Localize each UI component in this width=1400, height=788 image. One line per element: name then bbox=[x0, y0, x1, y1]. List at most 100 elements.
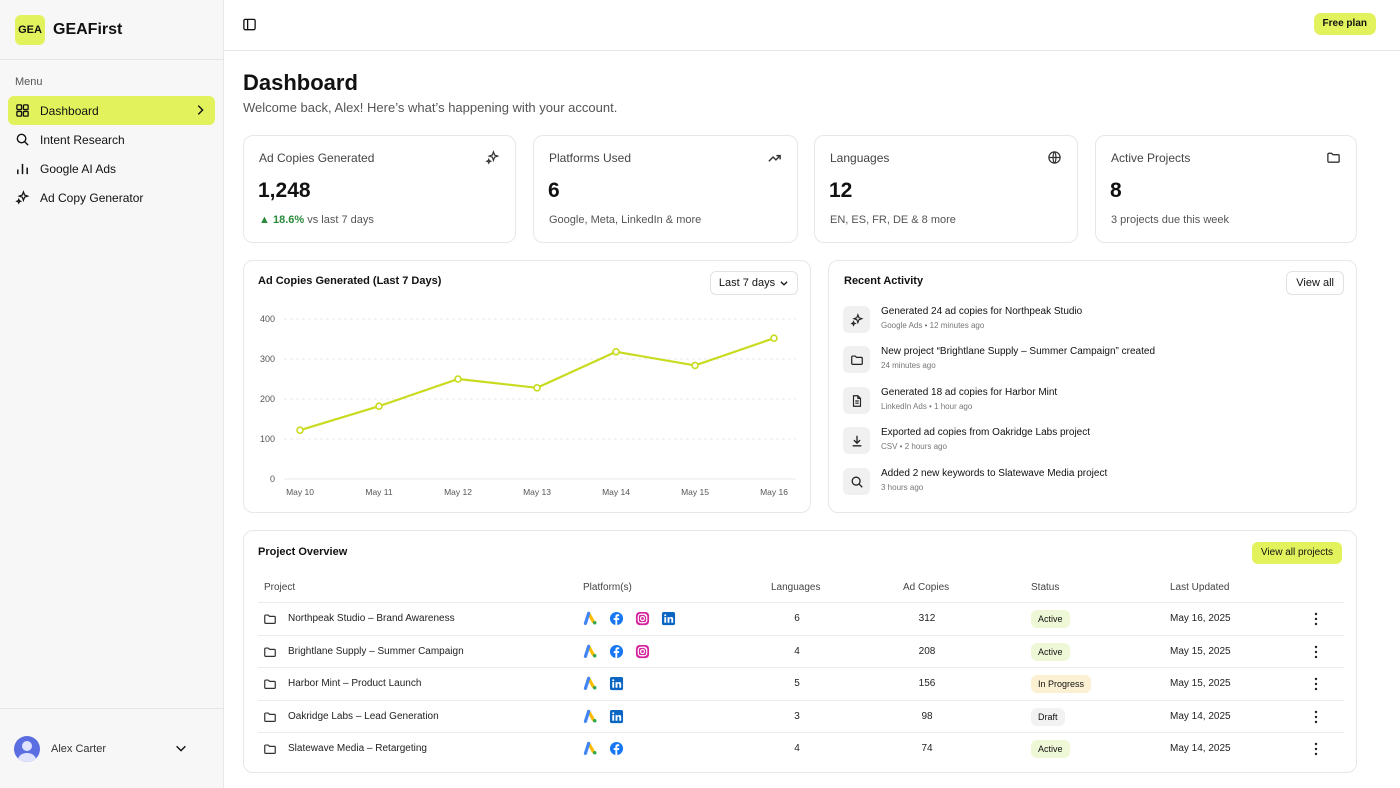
trending-up-icon bbox=[768, 154, 781, 162]
project-last-updated: May 15, 2025 bbox=[1170, 678, 1231, 689]
user-menu[interactable]: Alex Carter bbox=[0, 708, 223, 788]
download-icon bbox=[852, 435, 861, 446]
project-languages: 3 bbox=[794, 710, 800, 722]
stat-note: EN, ES, FR, DE & 8 more bbox=[830, 214, 956, 226]
project-name[interactable]: Harbor Mint – Product Launch bbox=[288, 678, 422, 689]
status-badge: Active bbox=[1031, 610, 1070, 628]
column-header-status[interactable]: Status bbox=[1031, 582, 1060, 593]
user-name: Alex Carter bbox=[51, 742, 107, 755]
activity-meta: 24 minutes ago bbox=[881, 361, 936, 370]
linkedin-icon bbox=[661, 611, 676, 626]
column-header-ad-copies[interactable]: Ad Copies bbox=[903, 582, 950, 593]
data-point bbox=[612, 347, 620, 356]
stat-note: ▲ 18.6% vs last 7 days bbox=[259, 214, 374, 226]
sidebar-item-ad-copy-generator[interactable]: Ad Copy Generator bbox=[8, 183, 215, 212]
stat-label: Ad Copies Generated bbox=[259, 151, 375, 165]
more-options-icon[interactable] bbox=[1314, 645, 1318, 659]
search-icon bbox=[851, 476, 863, 488]
sidebar-item-intent-research[interactable]: Intent Research bbox=[8, 125, 215, 154]
table-row[interactable]: Harbor Mint – Product Launch 5 156 In Progr… bbox=[258, 667, 1344, 700]
more-options-icon[interactable] bbox=[1314, 677, 1318, 691]
project-name[interactable]: Brightlane Supply – Summer Campaign bbox=[288, 645, 464, 657]
google-ads-icon bbox=[583, 709, 597, 723]
x-tick-label: May 13 bbox=[523, 487, 551, 497]
folder-icon bbox=[264, 744, 276, 754]
table-row[interactable]: Northpeak Studio – Brand Awareness 6 312 Ac… bbox=[258, 602, 1344, 635]
stat-card-languages: Languages 12 EN, ES, FR, DE & 8 more bbox=[814, 135, 1078, 243]
table-row[interactable]: Brightlane Supply – Summer Campaign 4 208 A… bbox=[258, 634, 1344, 668]
status-badge: Active bbox=[1031, 740, 1070, 758]
folder-icon bbox=[1327, 152, 1340, 163]
stat-card-projects: Active Projects 8 3 projects due this we… bbox=[1095, 135, 1357, 243]
range-select[interactable]: Last 7 days bbox=[710, 271, 798, 295]
data-point bbox=[533, 384, 541, 392]
project-name[interactable]: Oakridge Labs – Lead Generation bbox=[288, 710, 439, 722]
document-icon bbox=[852, 394, 861, 407]
sidebar-toggle-icon[interactable] bbox=[242, 17, 257, 32]
stat-note: Google, Meta, LinkedIn & more bbox=[549, 214, 702, 226]
y-tick-label: 200 bbox=[260, 394, 275, 404]
activity-text: Added 2 new keywords to Slatewave Media … bbox=[881, 468, 1108, 479]
stat-note-text: vs last 7 days bbox=[307, 214, 374, 226]
data-point bbox=[454, 375, 462, 383]
sidebar-item-label: Google AI Ads bbox=[40, 161, 117, 176]
project-languages: 4 bbox=[794, 645, 800, 657]
chart-title: Ad Copies Generated (Last 7 Days) bbox=[258, 275, 442, 287]
table-row[interactable]: Oakridge Labs – Lead Generation 3 98 Draft M… bbox=[258, 699, 1344, 733]
view-all-button[interactable]: View all bbox=[1286, 271, 1344, 295]
y-tick-label: 400 bbox=[260, 314, 275, 324]
folder-icon bbox=[264, 679, 276, 689]
sidebar-item-google-ai-ads[interactable]: Google AI Ads bbox=[8, 154, 215, 183]
search-icon bbox=[16, 133, 29, 146]
project-languages: 6 bbox=[794, 613, 800, 624]
project-name[interactable]: Northpeak Studio – Brand Awareness bbox=[288, 613, 455, 624]
sidebar-nav: Dashboard Intent Research Google AI Ads … bbox=[0, 96, 223, 212]
activity-source: LinkedIn Ads bbox=[881, 402, 927, 411]
activity-icon bbox=[843, 427, 870, 454]
project-languages: 5 bbox=[794, 678, 800, 689]
sidebar-item-dashboard[interactable]: Dashboard bbox=[8, 96, 215, 125]
line-chart: 0 100 200 300 400 May 10 May 11 May 12 May 13 May… bbox=[260, 314, 796, 497]
sidebar-item-label: Dashboard bbox=[40, 103, 99, 118]
column-header-last-updated[interactable]: Last Updated bbox=[1170, 582, 1230, 593]
more-options-icon[interactable] bbox=[1314, 710, 1318, 724]
linkedin-icon bbox=[609, 709, 624, 723]
x-tick-label: May 10 bbox=[286, 487, 314, 497]
project-last-updated: May 16, 2025 bbox=[1170, 613, 1231, 624]
more-options-icon[interactable] bbox=[1314, 742, 1318, 756]
plan-badge[interactable]: Free plan bbox=[1313, 13, 1376, 35]
activity-time: 3 hours ago bbox=[881, 483, 924, 492]
project-name[interactable]: Slatewave Media – Retargeting bbox=[288, 743, 427, 754]
activity-icon bbox=[843, 346, 870, 373]
page-subtitle: Welcome back, Alex! Here’s what’s happen… bbox=[243, 100, 618, 115]
x-tick-label: May 12 bbox=[444, 487, 472, 497]
brand[interactable]: GEA GEAFirst bbox=[0, 0, 223, 60]
sidebar-item-label: Intent Research bbox=[40, 132, 125, 147]
chart-card: Ad Copies Generated (Last 7 Days) Last 7… bbox=[243, 260, 811, 513]
facebook-icon bbox=[609, 611, 624, 626]
sparkles-icon bbox=[849, 312, 863, 327]
instagram-icon bbox=[635, 611, 650, 626]
x-tick-label: May 14 bbox=[602, 487, 630, 497]
project-ad-copies: 312 bbox=[918, 613, 936, 624]
column-header-languages[interactable]: Languages bbox=[771, 582, 821, 593]
data-point bbox=[375, 402, 383, 410]
table-row[interactable]: Slatewave Media – Retargeting 4 74 Active Ma… bbox=[258, 732, 1344, 765]
sidebar-item-label: Ad Copy Generator bbox=[40, 190, 144, 205]
project-overview-title: Project Overview bbox=[258, 546, 348, 558]
sparkles-icon bbox=[15, 190, 30, 205]
status-badge: Active bbox=[1031, 642, 1070, 661]
stat-label: Platforms Used bbox=[549, 151, 632, 165]
y-tick-label: 300 bbox=[260, 354, 275, 364]
folder-icon bbox=[850, 354, 863, 365]
column-header-platforms[interactable]: Platform(s) bbox=[583, 582, 632, 593]
view-all-projects-button[interactable]: View all projects bbox=[1251, 542, 1342, 564]
stat-value: 8 bbox=[1110, 179, 1122, 202]
sparkles-icon bbox=[485, 150, 500, 165]
more-options-icon[interactable] bbox=[1314, 612, 1318, 626]
chevron-down-icon bbox=[780, 281, 788, 286]
activity-source: Google Ads bbox=[881, 321, 923, 330]
column-header-project[interactable]: Project bbox=[264, 582, 296, 593]
activity-time: 12 minutes ago bbox=[929, 321, 985, 330]
chevron-right-icon bbox=[197, 105, 204, 115]
